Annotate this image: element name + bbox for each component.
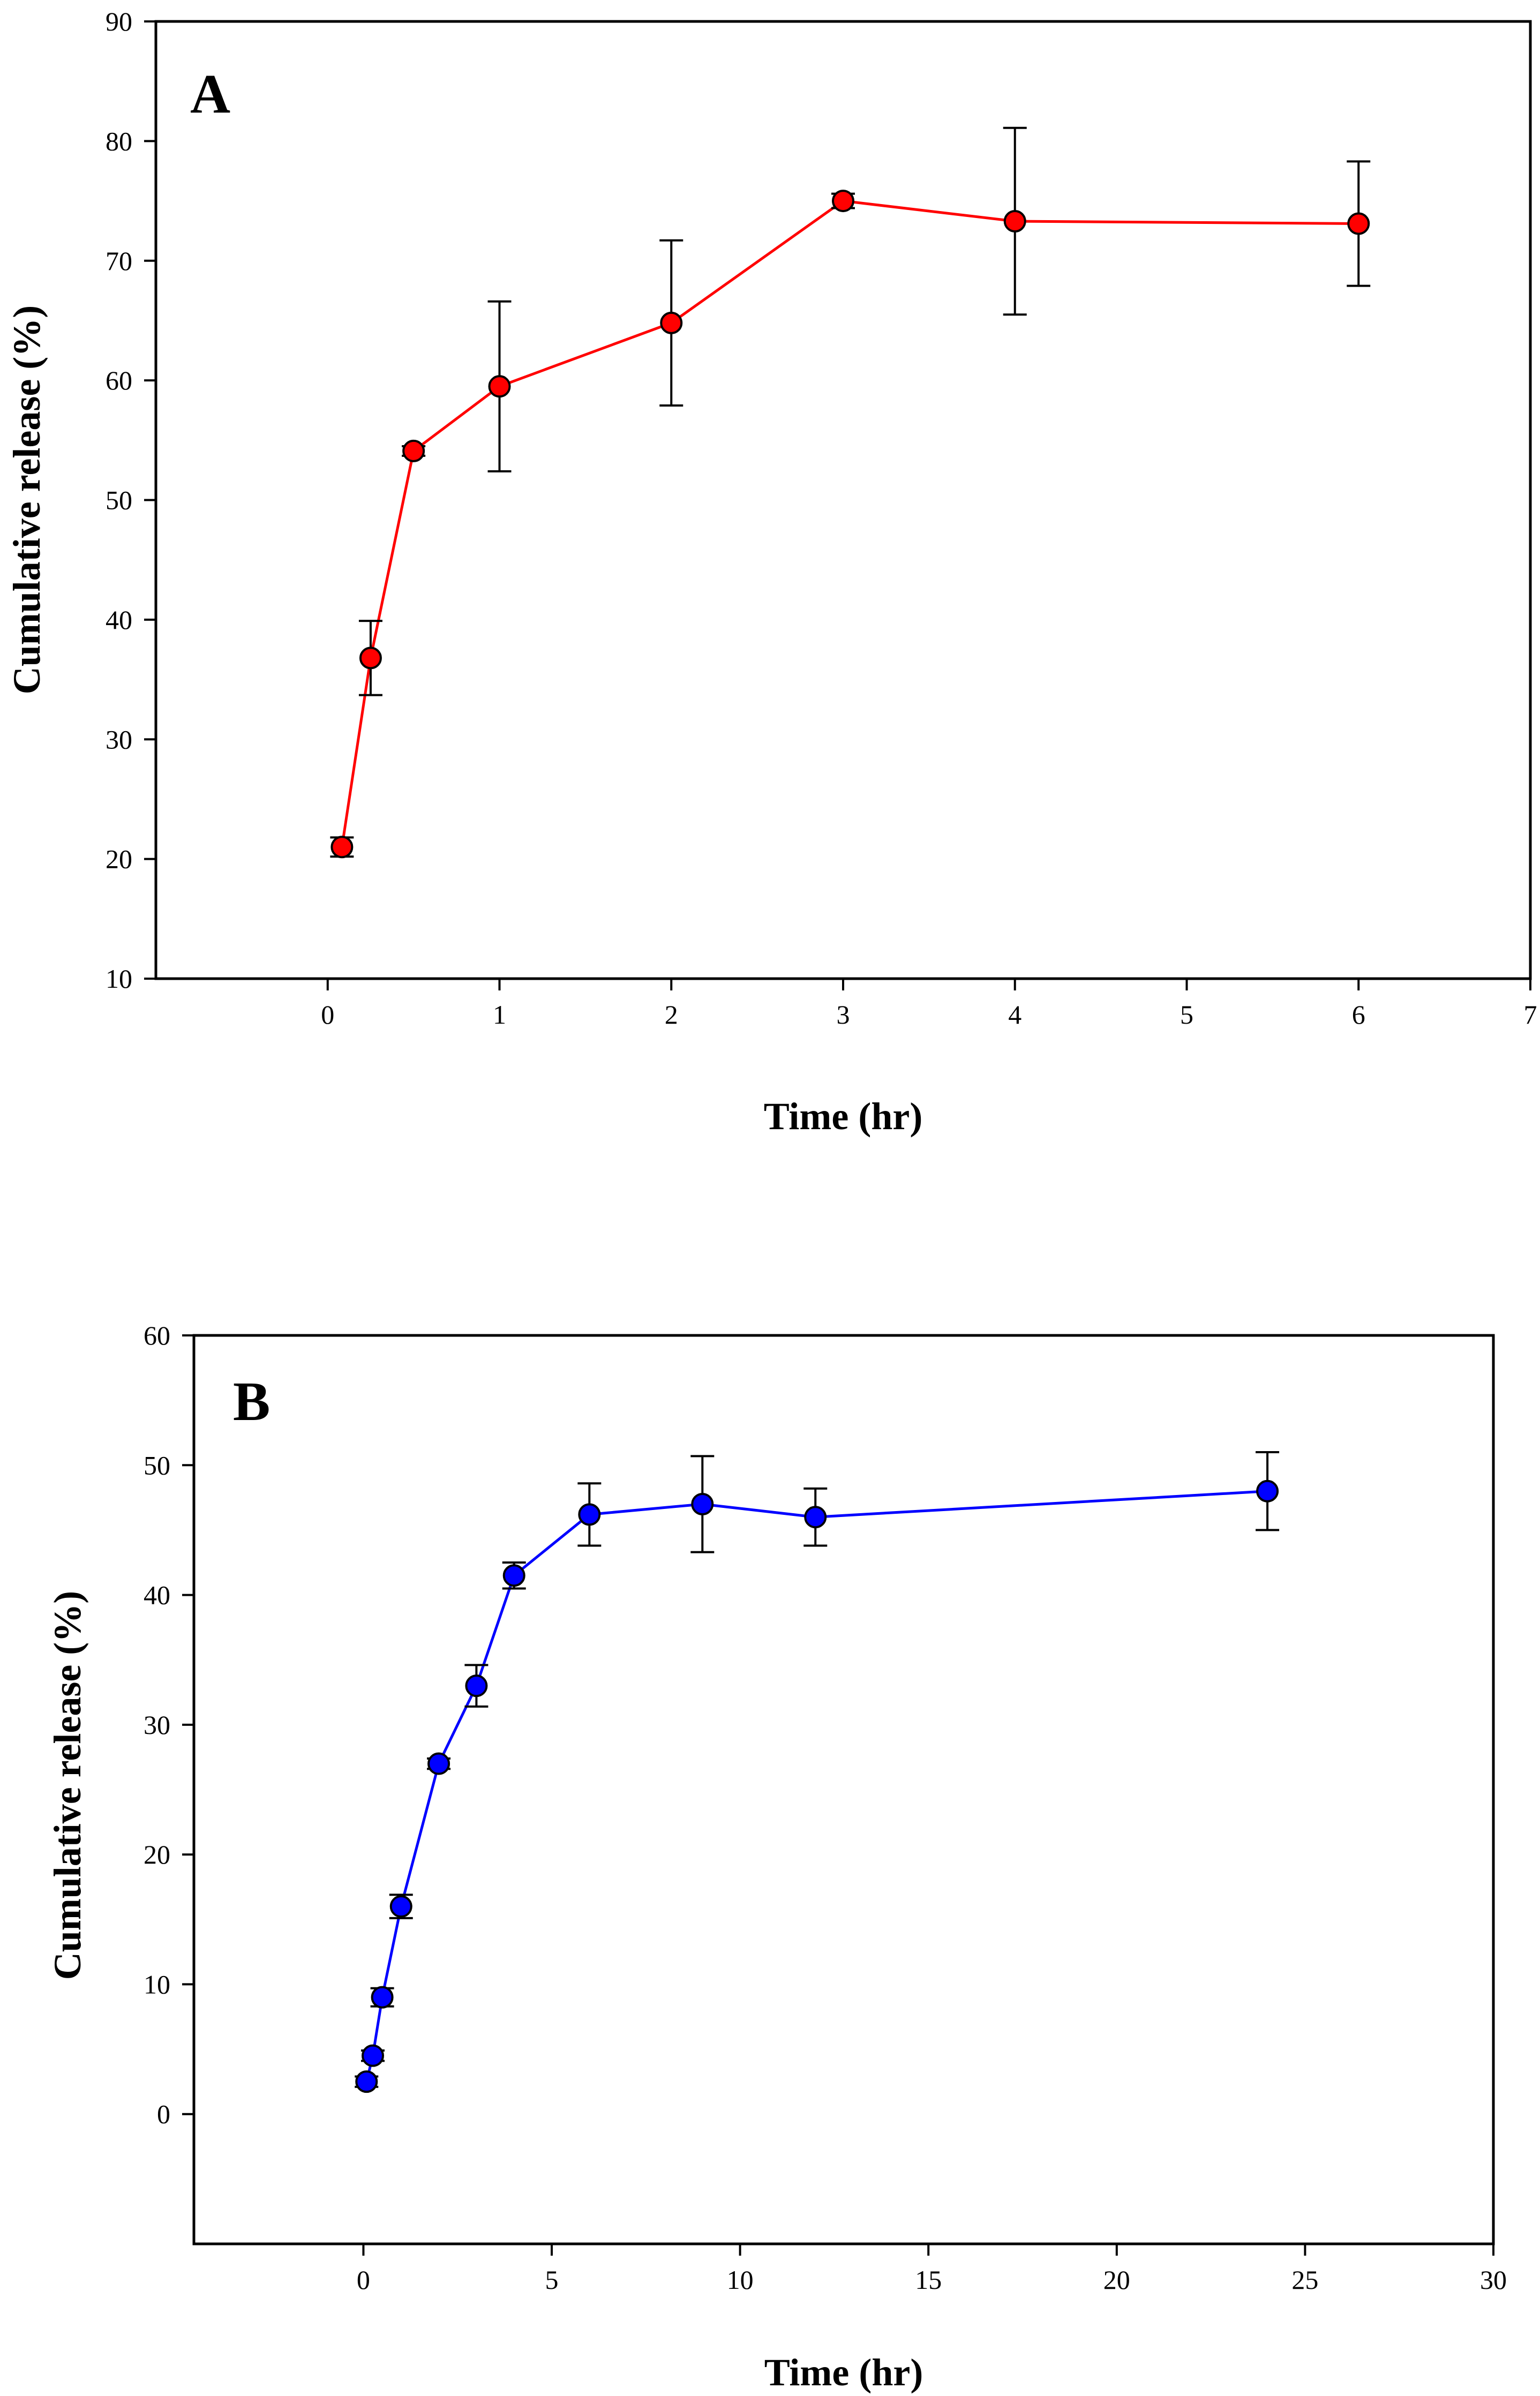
axis-ticks: 0 1 2 3 4 5 6 7 10 20 30 40 50 60 70 80 90 (106, 6, 1537, 1030)
y-tick-label: 20 (106, 844, 132, 874)
data-point (427, 1752, 450, 1775)
data-point (389, 1895, 412, 1918)
data-point (578, 1503, 601, 1526)
panel-label: A (190, 63, 230, 125)
x-tick-label: 15 (915, 2265, 942, 2295)
data-point (402, 439, 425, 462)
panel-label: B (233, 1371, 270, 1432)
data-series (355, 1451, 1280, 2093)
y-tick-label: 60 (144, 1320, 170, 1350)
x-tick-label: 30 (1480, 2265, 1507, 2295)
y-tick-label: 0 (157, 2099, 170, 2129)
series-line (365, 1490, 1268, 2082)
x-tick-label: 20 (1103, 2265, 1130, 2295)
y-tick-label: 90 (106, 6, 132, 36)
data-point (832, 190, 854, 213)
plot-frame (154, 20, 1532, 980)
data-point (691, 1492, 714, 1515)
data-point (362, 2044, 385, 2067)
plot-frame (192, 1334, 1495, 2245)
data-point (355, 2070, 378, 2093)
y-tick-label: 80 (106, 126, 132, 156)
y-tick-label: 60 (106, 365, 132, 395)
data-point (371, 1986, 394, 2009)
x-tick-label: 10 (727, 2265, 754, 2295)
y-tick-label: 50 (106, 485, 132, 515)
chart-panel-a: 0 1 2 3 4 5 6 7 10 20 30 40 50 60 70 80 90 A Time (hr) C… (5, 6, 1537, 1138)
y-tick-label: 30 (106, 724, 132, 754)
y-tick-label: 40 (144, 1580, 170, 1610)
y-axis-title: Cumulative release (%) (5, 305, 48, 695)
data-point (1256, 1479, 1279, 1503)
x-tick-label: 0 (357, 2265, 370, 2295)
y-tick-label: 20 (144, 1839, 170, 1869)
x-tick-label: 4 (1008, 1000, 1021, 1030)
data-point (1347, 212, 1370, 235)
x-tick-label: 25 (1291, 2265, 1318, 2295)
y-tick-label: 10 (144, 1969, 170, 1999)
y-tick-label: 40 (106, 605, 132, 635)
x-axis-title: Time (hr) (764, 2351, 923, 2394)
data-point (502, 1564, 525, 1587)
x-tick-label: 5 (1180, 1000, 1193, 1030)
x-tick-label: 5 (545, 2265, 559, 2295)
x-tick-label: 6 (1352, 1000, 1365, 1030)
x-axis-title: Time (hr) (764, 1095, 923, 1138)
series-line (340, 199, 1359, 847)
data-series (330, 126, 1371, 859)
chart-panel-b: 0 5 10 15 20 25 30 0 10 20 30 40 50 60 B Time (hr) Cu… (46, 1320, 1507, 2394)
data-point (359, 647, 382, 670)
y-tick-label: 30 (144, 1710, 170, 1740)
x-tick-label: 7 (1524, 1000, 1537, 1030)
x-tick-label: 1 (493, 1000, 506, 1030)
data-point (660, 311, 683, 334)
data-point (488, 375, 511, 398)
y-tick-label: 70 (106, 246, 132, 276)
data-point (804, 1506, 827, 1529)
data-point (465, 1674, 488, 1698)
y-tick-label: 50 (144, 1450, 170, 1480)
data-point (330, 836, 354, 859)
y-axis-title: Cumulative release (%) (46, 1591, 89, 1980)
data-point (1003, 210, 1026, 233)
axis-ticks: 0 5 10 15 20 25 30 0 10 20 30 40 50 60 (144, 1320, 1507, 2295)
x-tick-label: 3 (837, 1000, 850, 1030)
x-tick-label: 0 (321, 1000, 334, 1030)
x-tick-label: 2 (665, 1000, 678, 1030)
y-tick-label: 10 (106, 964, 132, 994)
